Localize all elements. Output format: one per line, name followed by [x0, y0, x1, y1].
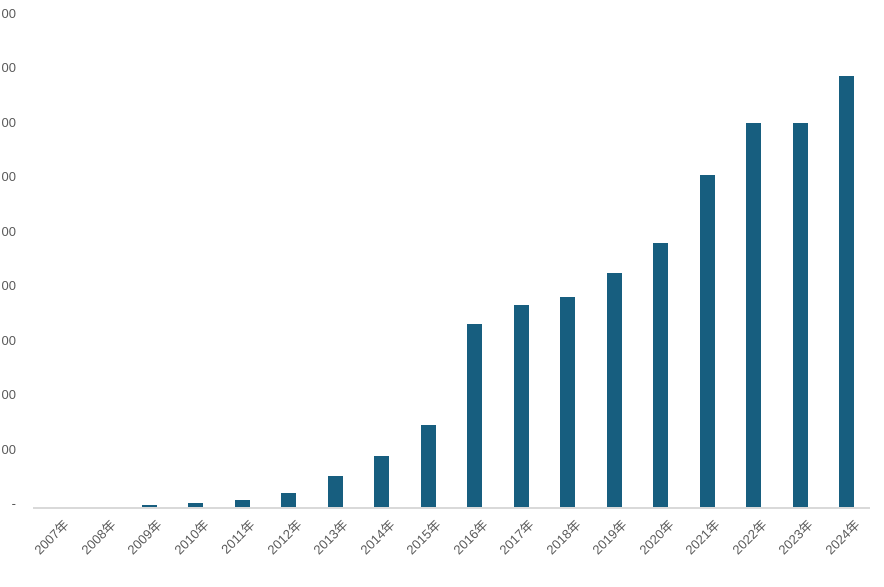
bar-2012年 — [281, 493, 297, 507]
bar-2017年 — [513, 305, 529, 507]
y-axis-tick-label: 00 — [1, 5, 16, 21]
bar-2019年 — [606, 273, 622, 507]
bar-2013年 — [327, 476, 343, 507]
bar-2009年 — [141, 505, 157, 507]
bar-2021年 — [699, 175, 715, 507]
y-axis-tick-label: 00 — [1, 60, 16, 75]
y-axis-tick-label: 00 — [1, 332, 16, 348]
x-axis-tick-label: 2020年 — [636, 517, 677, 558]
x-axis-tick-label: 2009年 — [124, 517, 165, 558]
x-axis-line — [33, 507, 870, 509]
x-axis-tick-label: 2024年 — [822, 517, 863, 558]
y-axis-tick-label: 00 — [1, 387, 16, 402]
bar-2023年 — [792, 123, 808, 507]
x-axis-tick-label: 2016年 — [450, 517, 491, 558]
y-axis-tick-label: 00 — [1, 114, 16, 130]
x-axis-tick-label: 2007年 — [31, 517, 72, 558]
x-axis-tick-label: 2019年 — [589, 517, 630, 558]
y-axis-tick-label: 00 — [1, 441, 16, 457]
y-axis-tick-label: 00 — [1, 278, 16, 293]
y-axis-tick-label: - — [11, 496, 16, 511]
x-axis-tick-label: 2018年 — [543, 517, 584, 558]
x-axis-tick-label: 2023年 — [775, 517, 816, 558]
bar-2015年 — [420, 425, 436, 507]
bar-2022年 — [746, 123, 762, 507]
x-axis-tick-label: 2022年 — [729, 517, 770, 558]
x-axis-tick-label: 2013年 — [310, 517, 351, 558]
x-axis-tick-label: 2017年 — [496, 517, 537, 558]
bar-2010年 — [188, 503, 204, 507]
y-axis-tick-label: 00 — [1, 223, 16, 239]
x-axis-tick-label: 2010年 — [171, 517, 212, 558]
bar-2016年 — [467, 324, 483, 507]
bar-2024年 — [839, 76, 855, 507]
x-axis-tick-label: 2008年 — [78, 517, 119, 558]
x-axis-tick-label: 2014年 — [357, 517, 398, 558]
x-axis-tick-label: 2021年 — [682, 517, 723, 558]
bar-2020年 — [653, 243, 669, 507]
bar-2018年 — [560, 297, 576, 507]
x-axis-tick-label: 2015年 — [403, 517, 444, 558]
x-axis-tick-label: 2011年 — [218, 517, 258, 557]
x-axis-tick-label: 2012年 — [264, 517, 305, 558]
bar-2014年 — [374, 456, 390, 507]
bar-2011年 — [234, 500, 250, 507]
y-axis-tick-label: 00 — [1, 169, 16, 184]
